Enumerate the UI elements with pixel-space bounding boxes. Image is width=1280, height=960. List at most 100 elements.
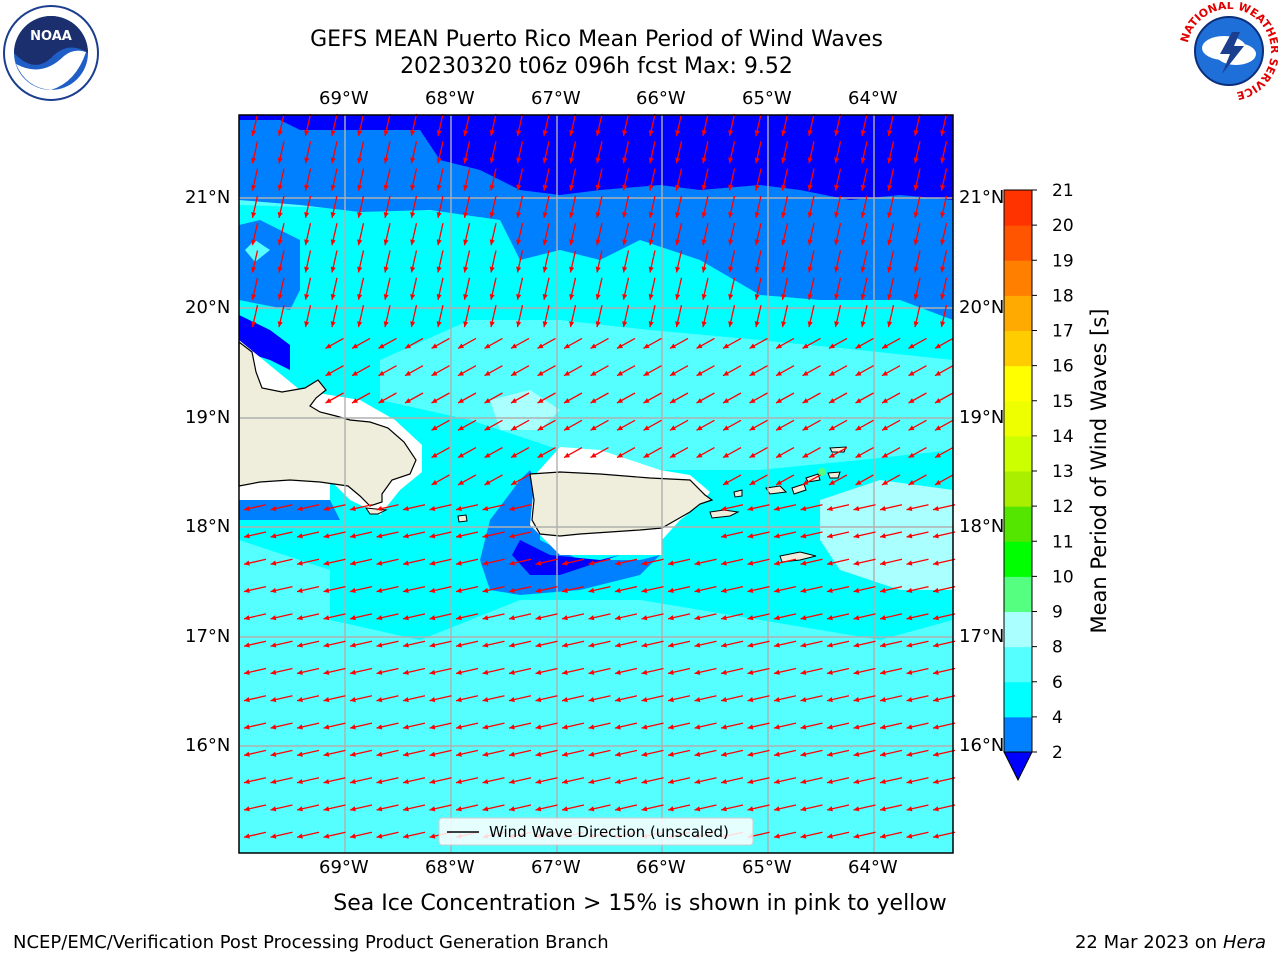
wind-arrow-head [595, 266, 601, 273]
wind-arrow-head [781, 212, 787, 218]
wind-arrow-head [429, 560, 436, 566]
wind-arrow-head [350, 505, 356, 512]
wind-arrow-head [304, 212, 310, 218]
wind-arrow-head [668, 697, 674, 703]
wind-arrow-head [429, 724, 436, 730]
wind-arrow-head [330, 321, 336, 328]
wind-arrow-head [383, 266, 389, 273]
wind-arrow-head [749, 370, 756, 376]
wind-arrow-head [244, 724, 250, 730]
wind-arrow-head [882, 343, 888, 349]
lon-label-top: 69°W [319, 88, 369, 109]
footer-host: Hera [1222, 932, 1266, 953]
wind-arrow-head [615, 669, 621, 675]
wind-arrow-head [429, 751, 436, 757]
wind-arrow-head [800, 669, 807, 675]
wind-arrow-head [933, 751, 939, 757]
wind-arrow-head [800, 587, 807, 593]
wind-arrow-head [749, 479, 756, 485]
wind-arrow-head [853, 533, 860, 539]
wind-arrow-head [641, 615, 648, 621]
colorbar-tick-label: 21 [1052, 181, 1074, 201]
wind-arrow-head [880, 560, 886, 566]
wind-arrow-head [484, 343, 491, 349]
wind-arrow-head [641, 751, 648, 757]
wind-arrow-head [853, 697, 860, 703]
wind-arrow-head [383, 130, 389, 136]
footer-date-text: 22 Mar 2023 on [1074, 932, 1218, 953]
wind-arrow-head [431, 425, 438, 431]
wind-arrow-head [535, 806, 542, 812]
wind-arrow-head [297, 724, 303, 730]
wind-arrow-head [617, 343, 623, 349]
wind-arrow-head [887, 239, 893, 246]
lat-label-left: 17°N [185, 626, 231, 647]
wind-arrow-head [458, 398, 464, 403]
wind-arrow-head [701, 130, 707, 136]
wind-arrow-head [723, 479, 729, 485]
wind-arrow-head [855, 479, 862, 485]
wind-arrow-head [535, 778, 542, 785]
wind-arrow-head [588, 806, 595, 812]
wind-arrow-head [352, 398, 358, 403]
wind-arrow-head [463, 266, 469, 273]
wind-arrow-head [906, 751, 913, 757]
wind-arrow-head [827, 533, 833, 539]
wind-arrow-head [403, 778, 409, 785]
wind-arrow-head [774, 669, 780, 675]
wind-arrow-head [304, 266, 310, 273]
wind-arrow-head [622, 212, 628, 218]
wind-arrow-head [456, 505, 462, 512]
wind-arrow-head [827, 669, 833, 675]
wind-arrow-head [615, 697, 621, 703]
wind-arrow-head [675, 293, 681, 300]
wind-arrow-head [721, 778, 727, 785]
wind-arrow-head [463, 239, 469, 246]
wind-arrow-head [749, 452, 756, 458]
wind-arrow-head [855, 425, 862, 431]
wind-arrow-head [807, 239, 813, 246]
lon-label-top: 68°W [425, 88, 475, 109]
wind-arrow-head [622, 157, 628, 164]
noaa-logo-text: NOAA [30, 29, 72, 44]
wind-arrow-head [615, 806, 621, 812]
wind-arrow-head [641, 587, 648, 593]
wind-arrow-head [244, 615, 250, 621]
wind-arrow-head [940, 212, 946, 218]
wind-arrow-head [648, 239, 654, 246]
wind-arrow-head [774, 806, 780, 812]
wind-arrow-head [376, 587, 383, 593]
wind-arrow-head [882, 370, 888, 376]
wind-arrow-head [853, 615, 860, 621]
wind-arrow-head [537, 370, 544, 376]
wind-arrow-head [251, 321, 257, 328]
wind-arrow-head [535, 697, 542, 703]
wind-arrow-head [908, 398, 915, 403]
wind-arrow-head [860, 130, 866, 136]
wind-arrow-head [383, 293, 389, 300]
colorbar-tick-label: 16 [1052, 357, 1074, 377]
wind-arrow-head [277, 212, 283, 218]
wind-arrow-head [747, 642, 754, 648]
wind-arrow-head [562, 560, 568, 566]
wind-arrow-head [456, 806, 462, 812]
wind-arrow-head [431, 343, 438, 349]
wind-arrow-head [304, 239, 310, 246]
wind-arrow-head [251, 239, 257, 246]
wind-arrow-head [537, 398, 544, 403]
wind-arrow-head [880, 724, 886, 730]
wind-arrow-head [880, 806, 886, 812]
wind-arrow-head [754, 212, 760, 218]
wind-arrow-head [906, 505, 913, 512]
wind-arrow-head [484, 479, 491, 485]
wind-arrow-head [588, 560, 595, 566]
wind-arrow-head [880, 533, 886, 539]
wind-arrow-head [403, 615, 409, 621]
wind-arrow-head [323, 587, 330, 593]
wind-arrow-head [860, 321, 866, 328]
lat-label-right: 18°N [959, 516, 1005, 537]
wind-arrow-head [595, 293, 601, 300]
wind-arrow-head [376, 724, 383, 730]
wind-arrow-head [482, 669, 489, 675]
wind-arrow-head [807, 130, 813, 136]
